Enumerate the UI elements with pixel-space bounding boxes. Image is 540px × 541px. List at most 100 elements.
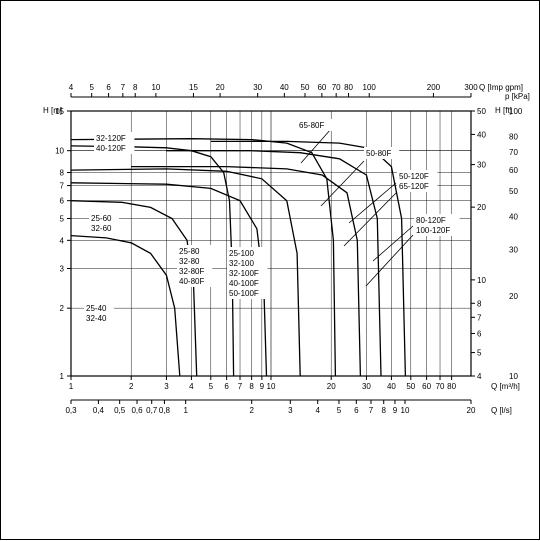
svg-text:10: 10 xyxy=(401,406,410,415)
svg-text:8: 8 xyxy=(249,382,254,391)
svg-text:6: 6 xyxy=(106,83,111,92)
svg-text:40: 40 xyxy=(477,130,486,139)
svg-text:3: 3 xyxy=(60,264,65,273)
svg-text:80: 80 xyxy=(509,133,518,142)
svg-text:20: 20 xyxy=(216,83,225,92)
svg-text:50: 50 xyxy=(406,382,415,391)
svg-text:7: 7 xyxy=(477,313,482,322)
y-right2-title: p [kPa] xyxy=(505,92,530,101)
svg-text:15: 15 xyxy=(189,83,198,92)
series-label: 40-120F xyxy=(96,144,126,153)
series-label: 65-80F xyxy=(299,121,324,130)
svg-text:20: 20 xyxy=(509,292,518,301)
svg-text:4: 4 xyxy=(60,236,65,245)
series-label: 32-60 xyxy=(91,224,112,233)
series-label: 50-100F xyxy=(229,289,259,298)
svg-text:0,5: 0,5 xyxy=(114,406,126,415)
svg-text:5: 5 xyxy=(477,349,482,358)
series-label: 40-80F xyxy=(179,277,204,286)
svg-text:2: 2 xyxy=(249,406,254,415)
series-label: 50-120F xyxy=(399,172,429,181)
series-label: 32-80F xyxy=(179,267,204,276)
series-label: 100-120F xyxy=(416,226,450,235)
svg-text:20: 20 xyxy=(467,406,476,415)
svg-text:10: 10 xyxy=(509,372,518,381)
svg-text:300: 300 xyxy=(464,83,478,92)
svg-text:5: 5 xyxy=(209,382,214,391)
svg-text:30: 30 xyxy=(477,161,486,170)
svg-text:8: 8 xyxy=(382,406,387,415)
svg-text:4: 4 xyxy=(315,406,320,415)
series-label: 50-80F xyxy=(366,149,391,158)
series-label: 32-80 xyxy=(179,257,200,266)
svg-text:5: 5 xyxy=(60,215,65,224)
series-label: 25-100 xyxy=(229,249,254,258)
svg-text:9: 9 xyxy=(260,382,265,391)
pump-curve-chart: 123456781015H [m]456781020304050H [ft]10… xyxy=(0,0,540,540)
x-bottom1-title: Q [m³/h] xyxy=(491,382,520,391)
svg-text:1: 1 xyxy=(60,372,65,381)
svg-text:1: 1 xyxy=(69,382,74,391)
svg-text:2: 2 xyxy=(129,382,134,391)
y-left-title: H [m] xyxy=(43,106,62,115)
svg-text:60: 60 xyxy=(422,382,431,391)
svg-text:30: 30 xyxy=(253,83,262,92)
svg-text:80: 80 xyxy=(344,83,353,92)
svg-text:8: 8 xyxy=(477,299,482,308)
svg-text:200: 200 xyxy=(427,83,441,92)
svg-text:10: 10 xyxy=(55,147,64,156)
series-label: 32-100F xyxy=(229,269,259,278)
series-label: 25-60 xyxy=(91,214,112,223)
series-label: 32-100 xyxy=(229,259,254,268)
svg-text:70: 70 xyxy=(436,382,445,391)
x-bottom2-title: Q [l/s] xyxy=(491,406,512,415)
svg-text:8: 8 xyxy=(133,83,138,92)
svg-text:40: 40 xyxy=(509,212,518,221)
svg-text:60: 60 xyxy=(317,83,326,92)
svg-text:50: 50 xyxy=(509,187,518,196)
svg-text:40: 40 xyxy=(280,83,289,92)
svg-text:80: 80 xyxy=(447,382,456,391)
svg-text:60: 60 xyxy=(509,166,518,175)
x-top-title: Q [Imp gpm] xyxy=(479,83,523,92)
svg-text:7: 7 xyxy=(238,382,243,391)
svg-text:7: 7 xyxy=(369,406,374,415)
svg-text:10: 10 xyxy=(477,276,486,285)
svg-text:30: 30 xyxy=(509,246,518,255)
svg-text:0,8: 0,8 xyxy=(159,406,171,415)
svg-text:7: 7 xyxy=(121,83,126,92)
chart-svg: 123456781015H [m]456781020304050H [ft]10… xyxy=(1,1,540,541)
svg-text:6: 6 xyxy=(354,406,359,415)
svg-text:6: 6 xyxy=(224,382,229,391)
svg-text:70: 70 xyxy=(332,83,341,92)
svg-text:100: 100 xyxy=(509,107,523,116)
svg-text:100: 100 xyxy=(363,83,377,92)
svg-text:10: 10 xyxy=(267,382,276,391)
svg-text:20: 20 xyxy=(327,382,336,391)
svg-text:1: 1 xyxy=(183,406,188,415)
svg-text:0,4: 0,4 xyxy=(93,406,105,415)
svg-text:0,7: 0,7 xyxy=(146,406,158,415)
svg-text:3: 3 xyxy=(288,406,293,415)
svg-text:30: 30 xyxy=(362,382,371,391)
series-label: 65-120F xyxy=(399,182,429,191)
leader-line xyxy=(373,226,413,261)
svg-text:9: 9 xyxy=(393,406,398,415)
svg-text:0,6: 0,6 xyxy=(131,406,143,415)
svg-text:20: 20 xyxy=(477,203,486,212)
svg-text:70: 70 xyxy=(509,148,518,157)
series-label: 25-80 xyxy=(179,247,200,256)
svg-text:2: 2 xyxy=(60,304,65,313)
series-label: 40-100F xyxy=(229,279,259,288)
leader-line xyxy=(301,129,331,163)
svg-text:40: 40 xyxy=(387,382,396,391)
svg-text:5: 5 xyxy=(337,406,342,415)
svg-text:0,3: 0,3 xyxy=(65,406,77,415)
svg-text:8: 8 xyxy=(60,169,65,178)
series-label: 25-40 xyxy=(86,304,107,313)
series-label: 32-120F xyxy=(96,134,126,143)
series-label: 32-40 xyxy=(86,314,107,323)
svg-text:50: 50 xyxy=(301,83,310,92)
svg-text:10: 10 xyxy=(151,83,160,92)
svg-text:50: 50 xyxy=(477,107,486,116)
